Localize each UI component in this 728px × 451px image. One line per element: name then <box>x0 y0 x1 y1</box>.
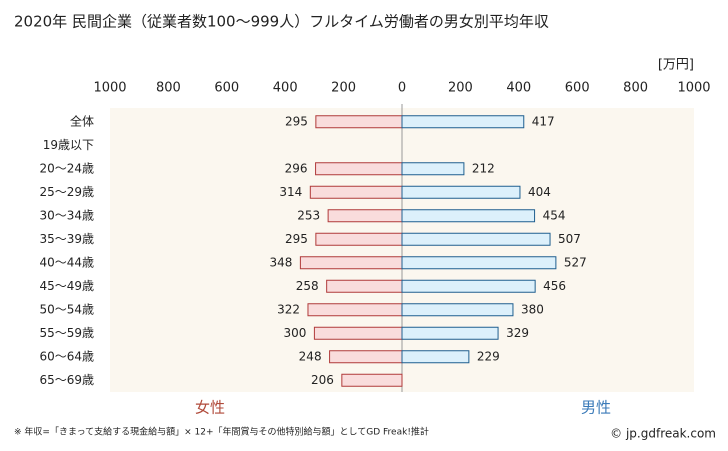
value-label: 456 <box>543 279 566 293</box>
category-label: 30～34歳 <box>39 208 94 222</box>
footnote: ※ 年収=「きまって支給する現金給与額」× 12+「年間賞与その他特別給与額」と… <box>14 426 429 438</box>
value-label: 253 <box>297 208 320 222</box>
category-label: 20～24歳 <box>39 161 94 175</box>
value-label: 296 <box>285 161 308 175</box>
category-label: 40～44歳 <box>39 255 94 269</box>
value-label: 380 <box>521 302 544 316</box>
value-label: 322 <box>277 302 300 316</box>
bar <box>326 279 403 293</box>
value-label: 454 <box>543 208 566 222</box>
value-label: 300 <box>283 326 306 340</box>
bar <box>309 185 403 199</box>
bar <box>401 256 557 270</box>
value-label: 206 <box>311 373 334 387</box>
value-label: 404 <box>528 185 551 199</box>
bar <box>315 162 403 176</box>
bar <box>401 350 470 364</box>
value-label: 258 <box>296 279 319 293</box>
chart-title: 2020年 民間企業（従業者数100～999人）フルタイム労働者の男女別平均年収 <box>14 13 549 31</box>
bar <box>313 326 403 340</box>
x-tick-label: 200 <box>331 81 356 96</box>
x-tick-label: 800 <box>623 81 648 96</box>
bar <box>401 162 465 176</box>
legend-label: 女性 <box>195 399 225 417</box>
x-tick-label: 600 <box>214 81 239 96</box>
x-tick-label: 400 <box>273 81 298 96</box>
category-label: 50～54歳 <box>39 302 94 316</box>
bar <box>401 303 514 317</box>
x-tick-label: 400 <box>506 81 531 96</box>
value-label: 229 <box>477 349 500 363</box>
value-label: 248 <box>299 349 322 363</box>
value-label: 329 <box>506 326 529 340</box>
category-label: 全体 <box>70 113 94 128</box>
category-label: 35～39歳 <box>39 232 94 246</box>
category-label: 55～59歳 <box>39 326 94 340</box>
bar <box>329 350 403 364</box>
bar <box>315 115 403 129</box>
bar <box>401 209 536 223</box>
value-label: 527 <box>564 255 587 269</box>
legend-label: 男性 <box>581 399 611 417</box>
bar <box>307 303 403 317</box>
bar <box>401 326 499 340</box>
x-tick-label: 600 <box>565 81 590 96</box>
value-label: 295 <box>285 232 308 246</box>
value-label: 348 <box>269 255 292 269</box>
unit-label: [万円] <box>658 58 694 73</box>
value-label: 212 <box>472 161 495 175</box>
category-label: 45～49歳 <box>39 279 94 293</box>
bar <box>327 209 403 223</box>
bar <box>341 373 403 387</box>
x-tick-label: 0 <box>398 81 406 96</box>
bar <box>401 185 521 199</box>
category-label: 60～64歳 <box>39 349 94 363</box>
value-label: 507 <box>558 232 581 246</box>
category-label: 19歳以下 <box>43 138 94 152</box>
x-tick-label: 800 <box>156 81 181 96</box>
value-label: 314 <box>279 185 302 199</box>
category-label: 25～29歳 <box>39 185 94 199</box>
x-tick-label: 1000 <box>677 81 710 96</box>
bar <box>401 232 551 246</box>
credit: © jp.gdfreak.com <box>610 427 716 441</box>
bar <box>299 256 403 270</box>
x-tick-label: 1000 <box>93 81 126 96</box>
bar <box>401 279 536 293</box>
category-label: 65～69歳 <box>39 373 94 387</box>
bar <box>315 232 403 246</box>
bar <box>401 115 525 129</box>
value-label: 295 <box>285 114 308 128</box>
value-label: 417 <box>532 114 555 128</box>
x-tick-label: 200 <box>448 81 473 96</box>
